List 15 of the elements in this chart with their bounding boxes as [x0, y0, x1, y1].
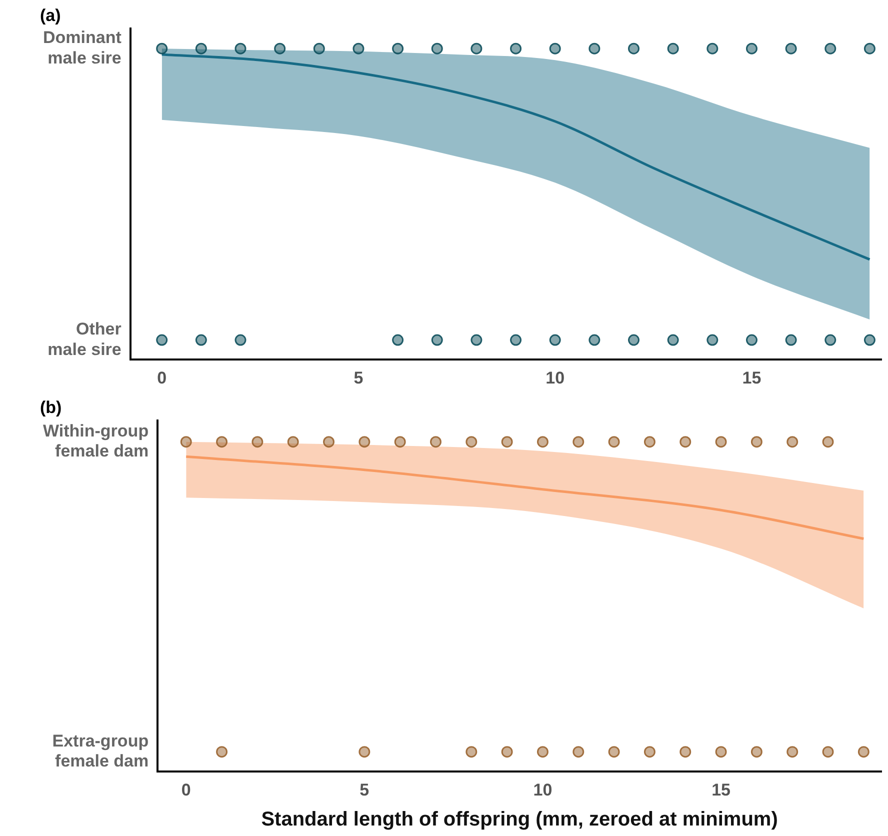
x-tick-label: 15	[712, 780, 730, 800]
category-label: Extra-group female dam	[52, 731, 149, 771]
category-label: Dominant male sire	[42, 28, 122, 68]
x-tick-label: 10	[533, 780, 552, 800]
x-tick-label: 5	[360, 780, 370, 800]
x-tick-label: 0	[157, 368, 167, 388]
x-tick-label: 0	[181, 780, 191, 800]
category-label: Within-group female dam	[42, 421, 149, 461]
x-tick-label: 15	[742, 368, 762, 388]
chart-title: (a)	[40, 6, 61, 25]
x-tick-label: 10	[546, 368, 565, 388]
chart-title: (b)	[40, 398, 62, 417]
x-tick-label: 5	[354, 368, 364, 388]
x-axis-title: Standard length of offspring (mm, zeroed at minimum)	[261, 808, 778, 831]
category-label: Other male sire	[48, 319, 122, 359]
